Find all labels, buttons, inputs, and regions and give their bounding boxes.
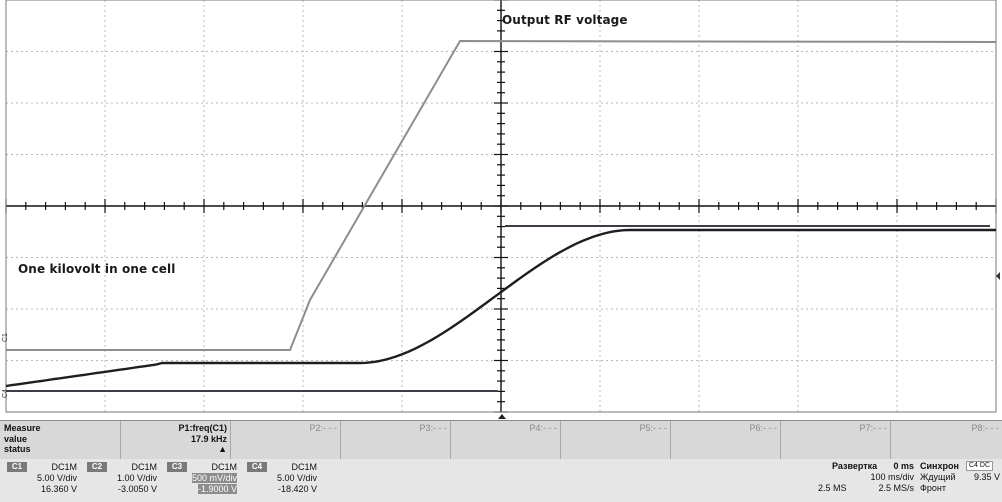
timebase-title: Развертка: [832, 461, 877, 471]
timebase-scale: 100 ms/div: [870, 472, 914, 482]
param-name: P4:- - -: [529, 423, 557, 434]
channel-coupling: DC1M: [131, 462, 157, 472]
channel-offset: -3.0050 V: [118, 484, 157, 494]
scope-display: Output RF voltage One kilovolt in one ce…: [0, 0, 1002, 420]
measure-param-p7[interactable]: P7:- - -: [780, 421, 891, 459]
one-kilovolt-label: One kilovolt in one cell: [18, 262, 175, 276]
measure-param-p2[interactable]: P2:- - -: [230, 421, 341, 459]
timebase-samples: 2.5 MS: [818, 483, 847, 493]
param-name: P5:- - -: [639, 423, 667, 434]
trigger-title: Синхрон: [920, 461, 959, 471]
param-name: P6:- - -: [749, 423, 777, 434]
channel-descriptor-bar: C1 DC1M 5.00 V/div 16.360 V C2 DC1M 1.00…: [0, 459, 1002, 502]
param-name: P7:- - -: [859, 423, 887, 434]
param-status: ▲: [178, 444, 227, 455]
channel-scale: 5.00 V/div: [277, 473, 317, 483]
waveform-grid: [0, 0, 1002, 420]
measure-header: Measure value status: [0, 421, 120, 459]
trigger-level: 9.35 V: [974, 472, 1000, 482]
channel-coupling: DC1M: [291, 462, 317, 472]
channel-c3-descriptor[interactable]: C3 DC1M 500 mV/div -1.9000 V: [164, 461, 240, 499]
channel-coupling: DC1M: [51, 462, 77, 472]
trigger-level-arrow: [996, 272, 1000, 280]
channel-c4-descriptor[interactable]: C4 DC1M 5.00 V/div -18.420 V: [244, 461, 320, 499]
trigger-slope: Фронт: [920, 483, 946, 493]
trigger-position-arrow: [498, 414, 506, 419]
param-name: P3:- - -: [419, 423, 447, 434]
status-label: status: [4, 444, 41, 455]
measure-param-p5[interactable]: P5:- - -: [560, 421, 671, 459]
trigger-mode: Ждущий: [920, 472, 956, 482]
channel-badge: C1: [7, 462, 27, 472]
channel-scale: 1.00 V/div: [117, 473, 157, 483]
channel-scale: 5.00 V/div: [37, 473, 77, 483]
trigger-source-badge: C4 DC: [966, 461, 993, 471]
channel-offset: -1.9000 V: [198, 484, 237, 494]
param-name: P2:- - -: [309, 423, 337, 434]
channel-offset: -18.420 V: [278, 484, 317, 494]
value-label: value: [4, 434, 41, 445]
measure-param-p1[interactable]: P1:freq(C1) 17.9 kHz ▲: [120, 421, 231, 459]
param-name: P1:freq(C1): [178, 423, 227, 434]
timebase-rate: 2.5 MS/s: [878, 483, 914, 493]
trigger-descriptor[interactable]: Синхрон C4 DC Ждущий 9.35 V Фронт: [918, 459, 1002, 502]
channel-scale: 500 mV/div: [192, 473, 237, 483]
param-value: 17.9 kHz: [178, 434, 227, 445]
c4-trace-marker[interactable]: C4: [2, 389, 9, 398]
param-name: P8:- - -: [971, 423, 999, 434]
timebase-delay: 0 ms: [893, 461, 914, 471]
output-rf-voltage-label: Output RF voltage: [502, 13, 628, 27]
measure-param-p6[interactable]: P6:- - -: [670, 421, 781, 459]
measure-param-p3[interactable]: P3:- - -: [340, 421, 451, 459]
measure-label: Measure: [4, 423, 41, 434]
measure-param-p4[interactable]: P4:- - -: [450, 421, 561, 459]
channel-badge: C4: [247, 462, 267, 472]
measure-param-p8[interactable]: P8:- - -: [890, 421, 1002, 459]
measure-bar: Measure value status P1:freq(C1) 17.9 kH…: [0, 420, 1002, 460]
channel-badge: C3: [167, 462, 187, 472]
channel-offset: 16.360 V: [41, 484, 77, 494]
channel-badge: C2: [87, 462, 107, 472]
channel-c2-descriptor[interactable]: C2 DC1M 1.00 V/div -3.0050 V: [84, 461, 160, 499]
c1-trace-marker[interactable]: C1: [2, 333, 9, 342]
channel-coupling: DC1M: [211, 462, 237, 472]
channel-c1-descriptor[interactable]: C1 DC1M 5.00 V/div 16.360 V: [4, 461, 80, 499]
timebase-descriptor[interactable]: Развертка 0 ms 100 ms/div 2.5 MS 2.5 MS/…: [820, 459, 916, 502]
